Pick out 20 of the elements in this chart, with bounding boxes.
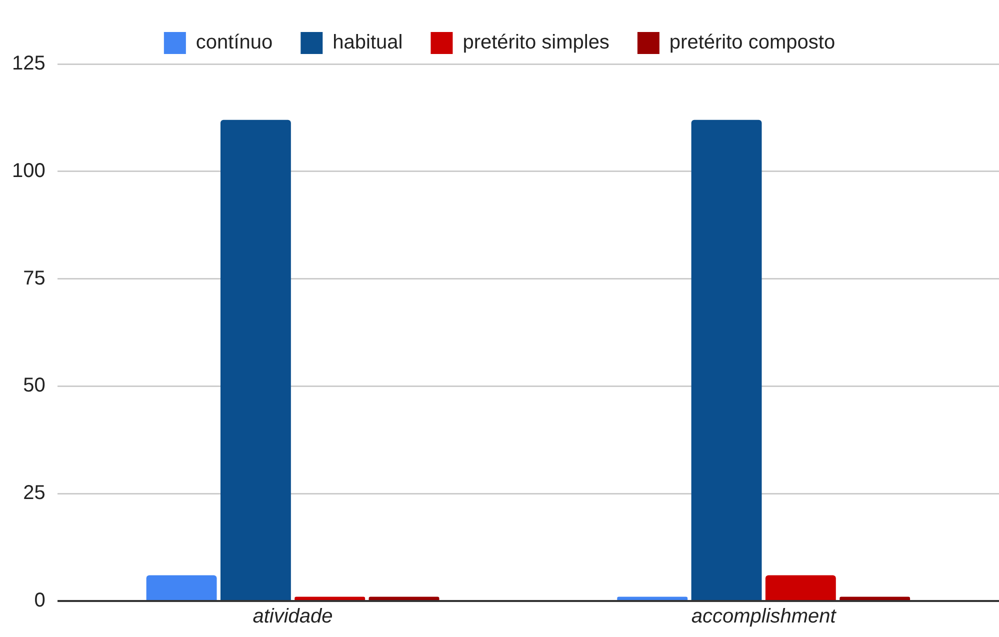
y-tick-label: 125 — [12, 52, 46, 75]
bar — [765, 575, 836, 600]
y-tick-label: 0 — [34, 590, 46, 612]
legend-label: pretérito simples — [462, 32, 610, 54]
bar — [220, 120, 291, 600]
legend-label: habitual — [332, 32, 403, 54]
bar — [294, 596, 366, 600]
x-tick-label: accomplishment — [691, 606, 838, 628]
legend-label: contínuo — [196, 32, 273, 54]
bar — [146, 575, 217, 600]
bar — [691, 120, 762, 600]
legend-label: pretérito composto — [669, 32, 836, 54]
bar — [368, 596, 440, 600]
bar — [617, 596, 688, 600]
y-tick-label: 25 — [23, 482, 46, 504]
x-tick-label: atividade — [252, 606, 333, 628]
y-tick-label: 75 — [23, 267, 46, 290]
bar — [840, 596, 910, 600]
y-tick-label: 100 — [12, 160, 46, 182]
y-tick-label: 50 — [23, 374, 46, 397]
